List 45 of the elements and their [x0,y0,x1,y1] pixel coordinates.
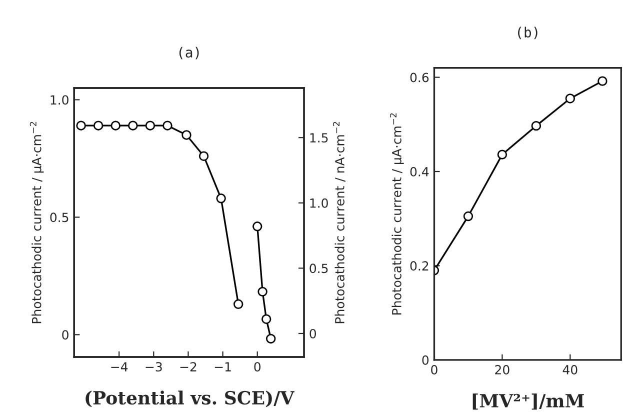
y2-tick-label: 1.0 [310,198,328,208]
y2-axis-title: Photocathodic current / nA·cm$^{−2}$ [332,122,346,324]
point [145,120,156,130]
y-tick-label: 0 [62,330,68,340]
y-tick-label: 0.4 [410,166,429,176]
y-tick-label: 0.2 [410,261,428,271]
point [128,120,138,130]
x-tick-label: −3 [146,362,162,372]
point [216,194,226,204]
point [76,120,86,130]
y-tick-label: 0.6 [410,72,429,82]
point [266,334,276,344]
x-axis-title: (Potential vs. SCE)/V [86,390,294,408]
x-tick-label: −2 [180,362,196,372]
y-tick-label: 1.0 [50,95,68,105]
y-tick-label: 0.5 [50,212,68,222]
point [162,120,172,130]
chart-title: (b) [518,26,538,40]
point [565,94,576,104]
point [463,211,474,222]
point [252,222,262,232]
y-tick-label: 0 [422,355,429,365]
y-axis-title: Photocathodic current / μA·cm$^{−2}$ [30,122,44,324]
point [198,151,209,161]
y2-tick-label: 1.5 [310,133,328,143]
x-tick-label: 0 [431,365,438,374]
y2-tick-label: 0.5 [310,264,328,274]
point [258,286,268,297]
point [531,120,542,131]
point [598,76,608,86]
chart-title: (a) [179,46,199,60]
point [261,314,272,324]
point [93,120,104,130]
x-tick-label: −4 [111,362,128,372]
x-axis-title: [MV²⁺]/mM [472,394,584,410]
y2-tick-label: 0 [310,328,316,338]
y-axis-title: Photocathodic current / μA·cm$^{−2}$ [390,113,404,314]
point [182,130,192,140]
x-tick-label: −1 [214,362,231,372]
x-tick-label: 20 [495,365,510,374]
point [233,299,244,309]
point [110,120,120,130]
x-tick-label: 0 [254,362,260,372]
x-tick-label: 40 [562,365,578,374]
point [497,150,508,160]
